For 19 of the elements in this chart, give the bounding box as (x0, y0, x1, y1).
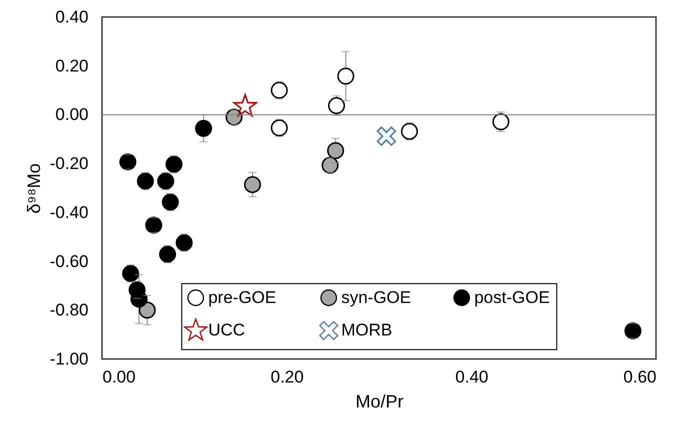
y-tick-label: -0.80 (50, 300, 88, 320)
x-tick-label: 0.60 (623, 368, 656, 386)
y-tick-label: 0.00 (55, 105, 88, 124)
x-tick-label: 0.20 (270, 368, 304, 386)
x-tick-label: 0.40 (455, 368, 488, 386)
legend-label: post-GOE (474, 288, 550, 307)
x-tick-label: 0.00 (102, 368, 136, 386)
y-tick-label: -1.00 (50, 350, 88, 368)
y-tick-label: 0.20 (55, 56, 88, 76)
legend-label: UCC (208, 320, 246, 340)
y-tick-label: -0.20 (50, 154, 88, 174)
y-tick-label: 0.40 (55, 8, 88, 26)
y-axis-title: δ⁹⁸Mo (24, 163, 44, 214)
x-axis-title: Mo/Pr (355, 392, 404, 412)
y-tick-label: -0.60 (50, 252, 88, 271)
legend-label: MORB (341, 320, 392, 340)
legend-label: pre-GOE (208, 288, 276, 307)
legend-label: syn-GOE (341, 288, 412, 307)
y-tick-label: -0.40 (50, 202, 88, 222)
